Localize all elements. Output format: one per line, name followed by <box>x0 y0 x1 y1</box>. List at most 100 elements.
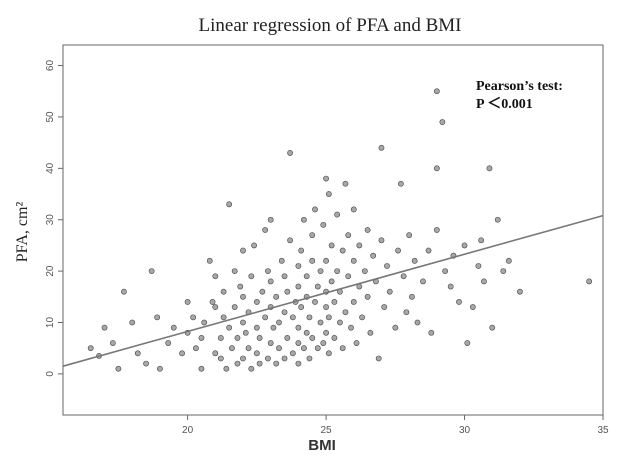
data-point <box>265 268 271 275</box>
y-tick-label: 10 <box>45 317 56 329</box>
data-point <box>170 324 177 331</box>
data-point <box>320 221 327 228</box>
data-point <box>212 304 219 310</box>
data-point <box>198 365 205 372</box>
data-point <box>323 175 329 182</box>
data-point <box>253 324 260 331</box>
data-point <box>312 206 318 213</box>
data-point <box>226 324 233 331</box>
data-point <box>342 180 349 187</box>
data-point <box>240 247 246 254</box>
data-point <box>295 340 302 346</box>
data-point <box>190 314 197 321</box>
data-point <box>184 299 191 305</box>
data-point <box>273 360 280 367</box>
data-point <box>287 150 293 156</box>
data-point <box>276 319 282 326</box>
data-point <box>298 304 305 310</box>
data-point <box>303 329 310 336</box>
data-point <box>242 329 249 336</box>
data-point <box>367 329 374 336</box>
data-point <box>253 299 260 305</box>
chart-title: Linear regression of PFA and BMI <box>199 15 462 36</box>
data-point <box>289 350 296 357</box>
data-point <box>414 319 421 326</box>
data-point <box>109 340 116 346</box>
data-point <box>237 283 244 290</box>
x-tick-label: 20 <box>182 425 194 436</box>
data-point <box>406 232 413 239</box>
data-point <box>320 340 327 346</box>
data-point <box>339 345 346 352</box>
data-point <box>220 314 227 321</box>
data-point <box>154 314 161 321</box>
data-point <box>345 273 352 280</box>
data-point <box>481 278 487 285</box>
data-point <box>229 345 235 352</box>
data-point <box>342 309 349 316</box>
data-point <box>375 355 382 362</box>
data-point <box>356 242 363 249</box>
data-point <box>397 180 404 187</box>
data-point <box>267 340 274 346</box>
data-point <box>403 309 410 316</box>
data-point <box>201 319 208 326</box>
data-point <box>433 165 440 172</box>
data-point <box>517 288 523 295</box>
data-point <box>475 263 482 269</box>
data-point <box>350 299 357 305</box>
data-point <box>425 247 432 254</box>
data-point <box>447 283 454 290</box>
data-point <box>245 345 252 352</box>
data-point <box>359 314 365 321</box>
data-point <box>226 201 233 208</box>
data-point <box>331 299 338 305</box>
x-tick-label: 30 <box>459 425 471 436</box>
data-point <box>220 288 227 295</box>
y-tick-label: 50 <box>45 111 56 123</box>
data-point <box>456 299 462 305</box>
data-point <box>284 335 291 341</box>
regression-line <box>62 214 604 367</box>
data-point <box>256 335 263 341</box>
x-axis-label: BMI <box>308 437 336 454</box>
data-point <box>231 304 238 310</box>
data-point <box>248 273 255 280</box>
plot-frame <box>62 44 604 416</box>
data-point <box>251 242 257 249</box>
data-point <box>400 273 407 280</box>
data-point <box>433 88 440 95</box>
data-point <box>428 329 435 336</box>
data-point <box>234 335 241 341</box>
y-axis-label: PFA, cm² <box>14 202 31 263</box>
data-point <box>267 216 274 223</box>
data-point <box>278 257 285 264</box>
data-point <box>350 257 357 264</box>
data-point <box>384 263 390 269</box>
data-point <box>378 144 385 151</box>
data-point <box>265 355 271 362</box>
data-point <box>259 288 266 295</box>
data-point <box>281 273 288 280</box>
data-point <box>165 340 172 346</box>
data-point <box>381 304 388 310</box>
data-point <box>312 299 318 305</box>
data-point <box>386 288 393 295</box>
data-point <box>505 257 512 264</box>
data-point <box>314 345 321 352</box>
data-point <box>193 345 199 352</box>
data-point <box>262 314 269 321</box>
data-point <box>306 314 313 321</box>
data-point <box>121 288 127 295</box>
data-point <box>101 324 108 331</box>
y-tick-label: 30 <box>45 214 56 226</box>
data-point <box>331 335 338 341</box>
data-point <box>323 257 329 264</box>
data-point <box>309 335 316 341</box>
data-point <box>209 299 216 305</box>
data-point <box>442 268 449 275</box>
data-point <box>586 278 593 285</box>
data-points <box>87 88 593 372</box>
data-point <box>317 319 324 326</box>
